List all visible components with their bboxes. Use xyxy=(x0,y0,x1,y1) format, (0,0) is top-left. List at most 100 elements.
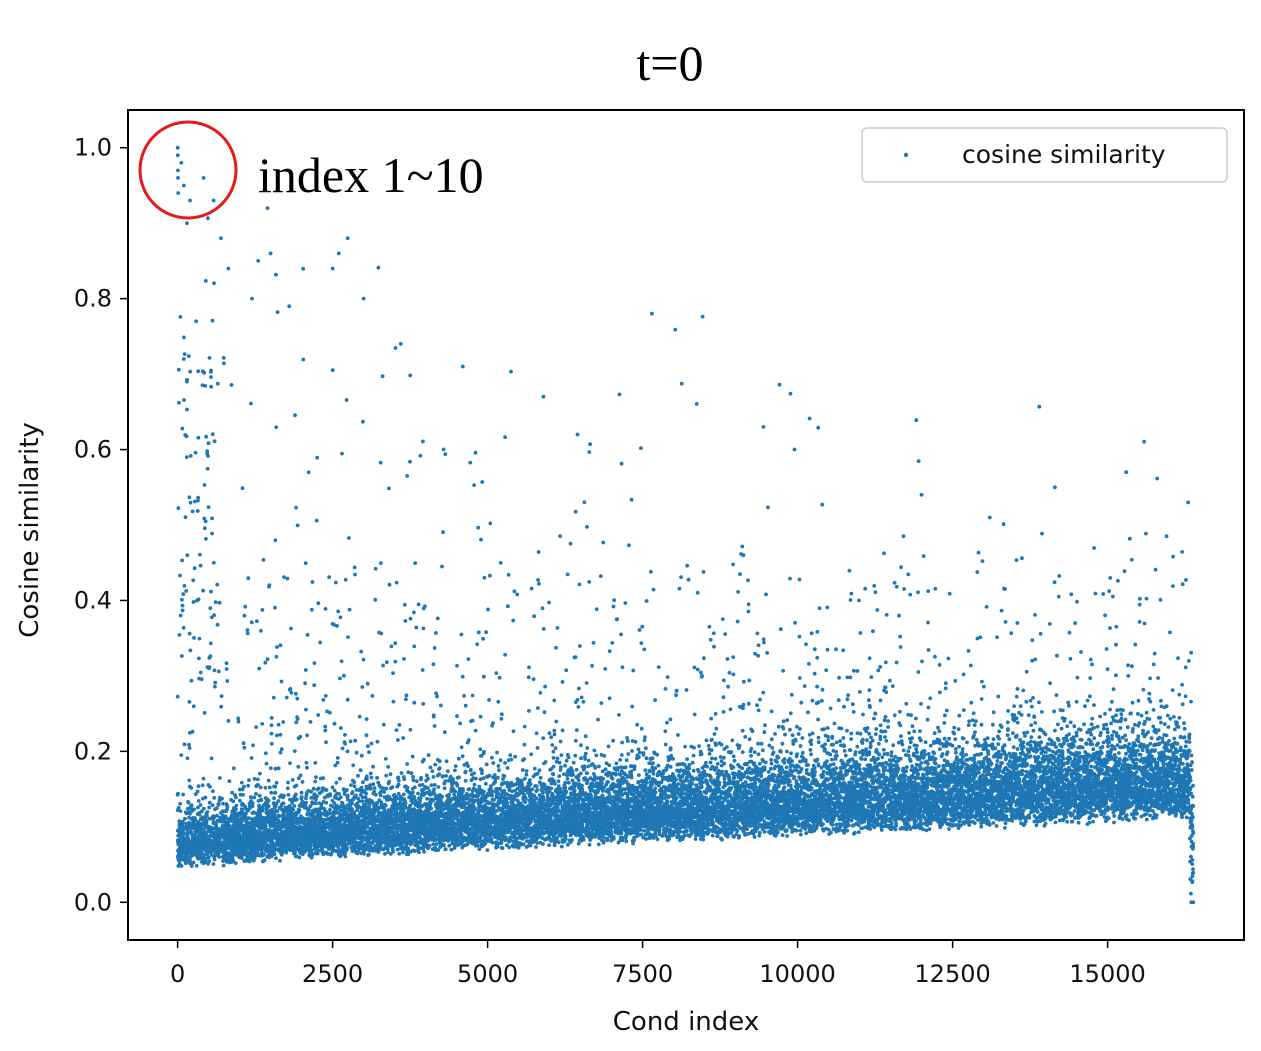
scatter-point xyxy=(248,795,253,800)
scatter-point xyxy=(217,600,222,605)
scatter-point xyxy=(266,798,271,803)
scatter-point xyxy=(391,849,395,854)
scatter-point xyxy=(442,730,447,735)
scatter-point xyxy=(432,783,437,787)
scatter-point xyxy=(473,806,477,811)
scatter-point xyxy=(444,759,449,764)
scatter-point xyxy=(229,383,234,387)
scatter-point xyxy=(196,805,200,810)
scatter-point xyxy=(361,419,365,424)
scatter-point xyxy=(473,776,478,781)
scatter-point xyxy=(345,697,350,702)
scatter-point xyxy=(257,666,262,671)
scatter-point xyxy=(208,654,213,659)
scatter-point xyxy=(384,773,389,778)
scatter-point xyxy=(305,765,309,770)
scatter-point xyxy=(435,694,439,699)
scatter-point xyxy=(178,315,183,319)
scatter-point xyxy=(189,803,194,808)
scatter-point xyxy=(335,624,339,628)
scatter-point xyxy=(382,807,387,812)
scatter-point xyxy=(403,801,408,806)
scatter-point xyxy=(343,854,348,859)
scatter-point xyxy=(181,625,186,630)
scatter-point xyxy=(402,657,406,661)
scatter-point xyxy=(207,805,212,810)
scatter-point xyxy=(201,806,206,811)
scatter-point xyxy=(274,654,279,659)
scatter-point xyxy=(206,855,211,860)
scatter-point xyxy=(315,794,319,799)
scatter-point xyxy=(260,722,265,726)
scatter-point xyxy=(209,756,214,761)
scatter-point xyxy=(203,795,208,800)
scatter-point xyxy=(265,657,270,662)
scatter-point xyxy=(338,776,342,781)
scatter-point xyxy=(259,628,263,633)
scatter-point xyxy=(473,450,478,455)
scatter-point xyxy=(215,813,219,818)
scatter-point xyxy=(368,771,373,776)
scatter-point xyxy=(413,849,417,853)
scatter-point xyxy=(476,525,481,530)
scatter-point xyxy=(293,413,297,418)
scatter-point xyxy=(273,766,278,771)
scatter-point xyxy=(179,654,184,658)
scatter-point xyxy=(364,791,368,796)
scatter-point xyxy=(247,778,251,782)
scatter-point xyxy=(401,736,406,740)
scatter-point xyxy=(396,782,401,787)
scatter-point xyxy=(429,783,434,788)
scatter-point xyxy=(431,775,436,779)
scatter-point xyxy=(273,790,278,795)
scatter-point xyxy=(239,780,244,785)
scatter-point xyxy=(411,790,415,795)
scatter-point xyxy=(371,764,375,769)
scatter-point xyxy=(393,346,398,350)
scatter-point xyxy=(183,515,188,520)
scatter-point xyxy=(294,783,299,788)
scatter-point xyxy=(478,747,483,752)
scatter-point xyxy=(196,784,201,789)
scatter-point xyxy=(460,674,465,679)
scatter-point xyxy=(263,751,268,756)
scatter-point xyxy=(307,807,311,812)
scatter-point xyxy=(197,812,202,817)
scatter-point xyxy=(180,426,185,431)
scatter-point xyxy=(288,687,293,691)
scatter-point xyxy=(364,717,369,721)
scatter-point xyxy=(207,356,212,360)
scatter-point xyxy=(327,575,331,579)
scatter-point xyxy=(370,694,375,698)
scatter-point xyxy=(447,843,452,848)
scatter-point xyxy=(337,792,341,796)
scatter-point xyxy=(344,398,349,402)
scatter-point xyxy=(412,785,417,790)
scatter-point xyxy=(357,714,362,719)
scatter-point xyxy=(180,597,184,602)
scatter-point xyxy=(484,630,488,635)
scatter-point xyxy=(350,790,355,794)
scatter-point xyxy=(205,810,210,814)
scatter-point xyxy=(432,646,437,650)
scatter-point xyxy=(284,695,289,700)
scatter-point xyxy=(349,783,353,787)
scatter-point xyxy=(175,694,180,699)
scatter-point xyxy=(402,777,407,782)
scatter-point xyxy=(414,625,419,630)
scatter-point xyxy=(196,435,201,440)
scatter-point xyxy=(422,757,426,762)
scatter-point xyxy=(204,434,209,439)
scatter-point xyxy=(440,774,445,779)
scatter-point xyxy=(361,780,365,785)
scatter-point xyxy=(211,560,216,565)
scatter-point xyxy=(445,769,450,774)
scatter-point xyxy=(382,790,386,794)
scatter-point xyxy=(180,603,185,608)
scatter-point xyxy=(187,631,192,636)
scatter-point xyxy=(381,722,386,727)
scatter-point xyxy=(309,607,314,612)
scatter-point xyxy=(476,630,481,635)
scatter-point xyxy=(343,733,347,737)
scatter-point xyxy=(347,607,352,612)
